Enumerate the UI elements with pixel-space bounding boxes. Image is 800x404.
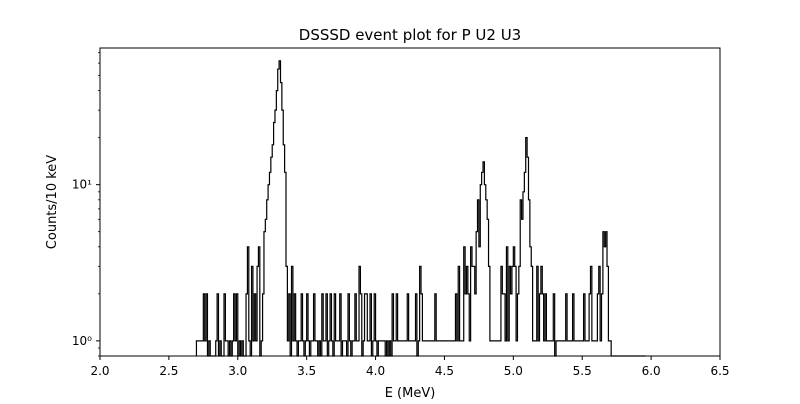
x-tick-label: 3.5 xyxy=(297,364,316,378)
x-tick-label: 3.0 xyxy=(228,364,247,378)
x-tick-label: 4.5 xyxy=(435,364,454,378)
x-tick-label: 4.0 xyxy=(366,364,385,378)
x-tick-label: 2.5 xyxy=(159,364,178,378)
x-tick-label: 6.0 xyxy=(642,364,661,378)
y-tick-label: 10⁰ xyxy=(72,334,92,348)
chart-title: DSSSD event plot for P U2 U3 xyxy=(299,26,521,44)
x-axis-ticks: 2.0 2.5 3.0 3.5 4.0 4.5 5.0 5.5 6.0 6.5 xyxy=(90,356,730,378)
histogram-step-line xyxy=(195,60,646,357)
x-tick-label: 6.5 xyxy=(710,364,729,378)
y-tick-label: 10¹ xyxy=(72,178,92,192)
plot-layer xyxy=(195,60,646,357)
x-tick-label: 5.0 xyxy=(504,364,523,378)
axes-frame xyxy=(99,47,721,357)
x-tick-label: 2.0 xyxy=(90,364,109,378)
x-axis-label: E (MeV) xyxy=(385,386,436,400)
y-axis-label: Counts/10 keV xyxy=(45,155,60,249)
x-tick-label: 5.5 xyxy=(573,364,592,378)
